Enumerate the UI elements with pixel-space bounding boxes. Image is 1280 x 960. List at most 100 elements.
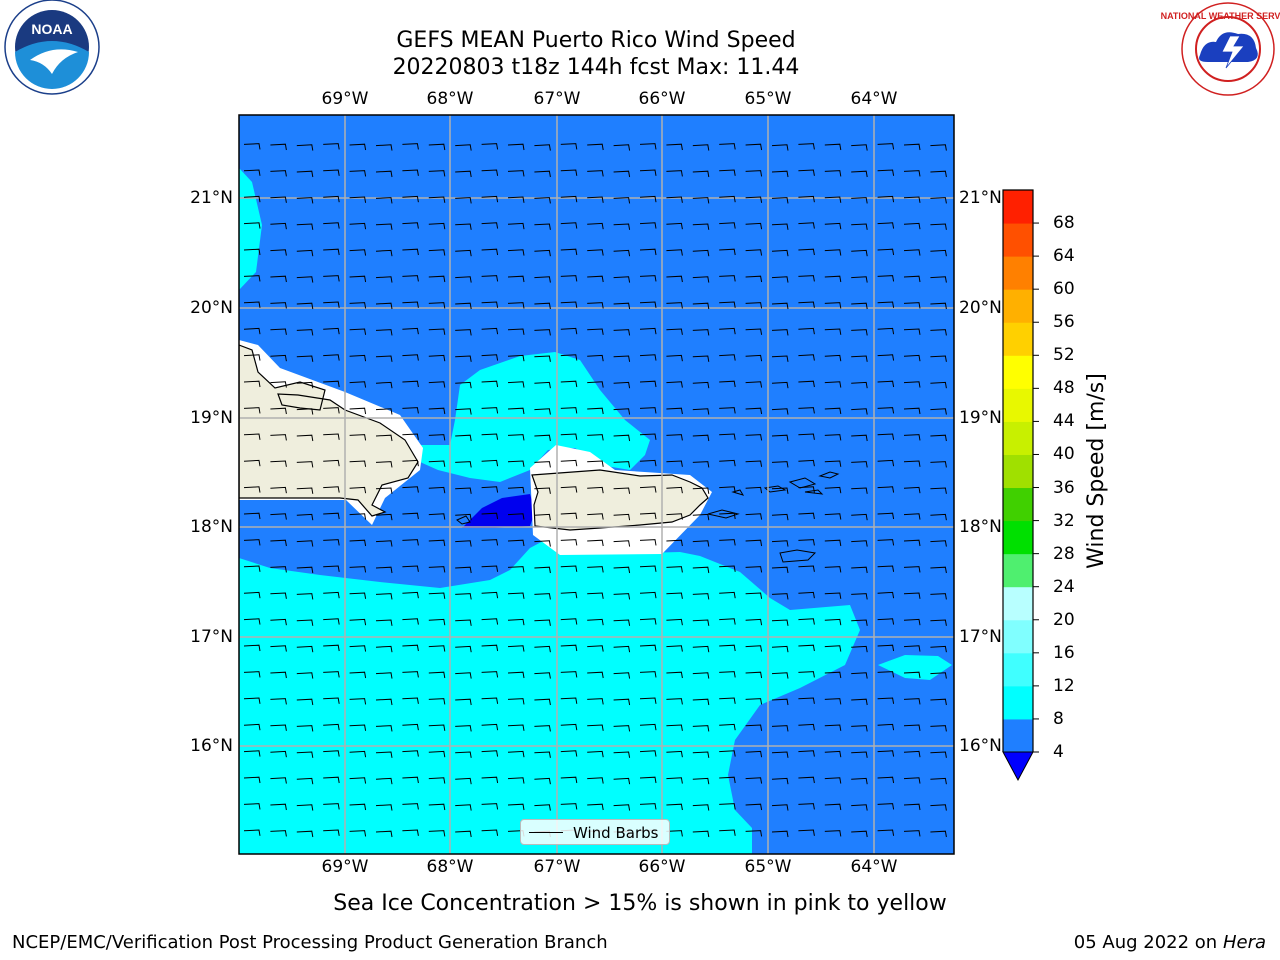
wind-barb [534,355,551,362]
wind-barb [507,460,525,467]
wind-barb [903,671,921,679]
wind-barb [323,512,340,520]
wind-barb [270,750,287,758]
wind-barb [428,566,446,573]
wind-barb [507,803,525,811]
wind-barb [323,539,340,546]
wind-barb [824,222,842,230]
wind-barb [692,619,710,626]
wind-barb [851,302,868,310]
wind-barb [903,698,921,705]
wind-barb [296,355,314,362]
wind-barb [771,302,789,310]
wind-barb [587,328,604,335]
colorbar-level-label: 68 [1053,213,1075,234]
wind-barb [798,723,815,731]
wind-barb [587,249,604,256]
wind-barb [719,671,736,678]
wind-barb [824,302,842,309]
wind-barb [798,618,815,625]
wind-barb [824,698,842,705]
colorbar-level-label: 20 [1053,609,1075,630]
wind-barb [903,143,921,151]
wind-barb [507,777,525,784]
wind-barb [375,170,393,178]
colorbar-segment [1003,619,1033,654]
wind-barb [507,354,525,362]
wind-barb [851,329,868,336]
wind-barb [877,803,895,810]
wind-barb [428,750,446,758]
wind-barb [349,275,367,283]
wind-barb [481,459,499,467]
wind-barb [639,697,657,704]
wind-barb [798,697,815,704]
wind-barb [402,486,419,493]
wind-barb [903,222,921,230]
wind-barb [877,591,895,599]
wind-barb [455,197,472,204]
wind-barb [455,223,472,230]
wind-barb [534,540,551,547]
wind-barb [296,170,314,178]
wind-barb [296,487,314,494]
wind-barb [851,751,868,758]
wind-barb [323,248,340,256]
wind-barb [771,830,789,838]
wind-barb [903,302,921,309]
wind-barb [402,644,419,652]
wind-barb [824,407,842,415]
colorbar-level-label: 60 [1053,279,1075,300]
wind-barb [323,565,340,572]
wind-barb [349,486,367,494]
wind-barb [402,407,419,414]
wind-barb [666,302,683,309]
wind-barb [692,566,710,574]
wind-barb [719,195,736,203]
wind-barb [534,804,551,811]
island-mona [456,515,471,525]
wind-barb [877,275,895,282]
wind-barb [745,222,763,230]
lat-tick-right: 19°N [959,408,1002,428]
wind-barb [745,645,763,652]
wind-barb [243,697,261,704]
wind-barb [243,169,261,176]
wind-barb [877,222,895,229]
wind-barb [560,222,578,229]
wind-barb [375,461,393,468]
wind-barb [639,354,657,361]
wind-barb [296,408,314,415]
wind-barb [798,644,815,652]
wind-barb [639,459,657,467]
wind-barb [455,513,472,521]
wind-barb [903,803,921,811]
wind-barb [587,170,604,177]
wind-barb [930,197,947,204]
wind-barb [507,566,525,573]
wind-barb [349,513,367,520]
wind-barb [771,566,789,574]
wind-barb [243,750,261,757]
wind-barb [587,275,604,283]
wind-barb [455,381,472,389]
wind-barb [613,672,631,679]
wind-barb [851,408,868,415]
wind-barb [692,645,710,653]
colorbar-segment [1003,520,1033,555]
wind-barb [692,777,710,785]
wind-barb [243,143,261,150]
wind-barb [507,513,525,520]
wind-barb [692,144,710,151]
wind-barb [349,249,367,256]
chart-subtitle-run: 20220803 t18z 144h fcst Max: 11.44 [392,55,800,80]
wind-barb [771,645,789,653]
wind-barb [719,169,736,176]
lat-tick-right: 20°N [959,298,1002,318]
wind-barb [270,592,287,599]
colorbar-level-label: 8 [1053,708,1064,729]
wind-barb [639,301,657,308]
colorbar-level-label: 56 [1053,312,1075,333]
wind-barb [349,592,367,599]
